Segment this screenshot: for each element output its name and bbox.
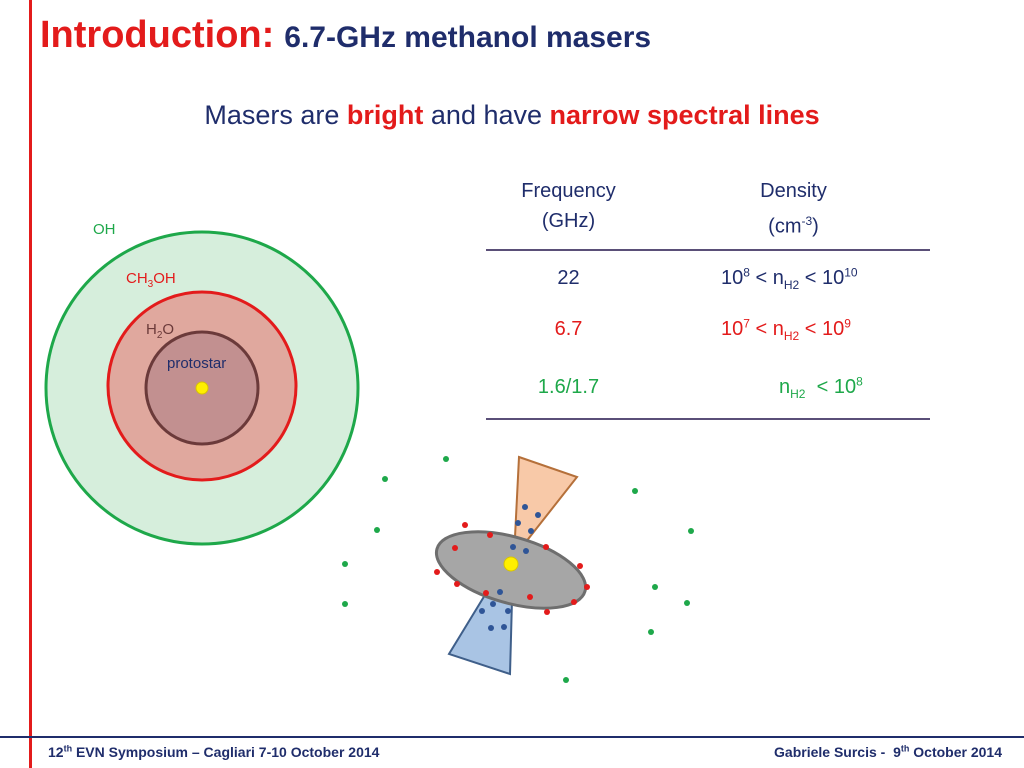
protostar-label: protostar (167, 355, 227, 372)
slide-title: Introduction: 6.7-GHz methanol masers (40, 14, 651, 57)
table-bottom-rule (486, 418, 930, 420)
h2o-spot (490, 601, 496, 607)
h2o-spot (510, 544, 516, 550)
h2o-spot (479, 608, 485, 614)
ch3oh-spot (527, 594, 533, 600)
h2o-spot (523, 548, 529, 554)
subtitle-bright: bright (346, 100, 424, 130)
h2o-spot (505, 608, 511, 614)
row-22-frequency: 22 (557, 267, 580, 289)
header-density: Density (cm-3) (711, 176, 876, 242)
ch3oh-spot (544, 609, 550, 615)
header-density-line1: Density (760, 180, 827, 202)
title-intro: Introduction: (40, 14, 275, 56)
oh-spot (688, 528, 694, 534)
ch3oh-spot (487, 532, 493, 538)
left-accent-bar (29, 0, 32, 768)
central-protostar (503, 556, 519, 572)
header-density-line2: (cm-3) (768, 214, 819, 238)
footer-event: 12th EVN Symposium – Cagliari 7-10 Octob… (48, 743, 380, 760)
oh-maser-spots (342, 456, 694, 683)
subtitle-mid: and have (423, 100, 550, 130)
h2o-maser-spots (479, 504, 541, 631)
ch3oh-spot (462, 522, 468, 528)
ch3oh-label: CH3OH (126, 270, 176, 290)
h2o-spot (497, 589, 503, 595)
subtitle-pre: Masers are (204, 100, 347, 130)
oh-label: OH (93, 221, 116, 238)
table-top-rule (486, 249, 930, 251)
subtitle-narrow: narrow spectral lines (549, 100, 820, 130)
oh-spot (443, 456, 449, 462)
header-frequency-line2: (GHz) (541, 210, 596, 232)
oh-spot (382, 476, 388, 482)
ch3oh-spot (571, 599, 577, 605)
h2o-spot (488, 625, 494, 631)
footer-rule (0, 736, 1024, 738)
oh-spot (632, 488, 638, 494)
row-6.7-frequency: 6.7 (554, 318, 583, 340)
protostar-dot (195, 381, 209, 395)
oh-spot (648, 629, 654, 635)
h2o-spot (522, 504, 528, 510)
title-topic: 6.7-GHz methanol masers (284, 21, 652, 54)
h2o-spot (535, 512, 541, 518)
ch3oh-spot (543, 544, 549, 550)
row-1.6-frequency: 1.6/1.7 (537, 376, 600, 398)
ch3oh-spot (434, 569, 440, 575)
h2o-label: H2O (146, 321, 175, 341)
row-1.6-density: nH2 < 108 (779, 374, 863, 401)
row-6.7-density: 107 < nH2 < 109 (721, 316, 851, 343)
header-frequency-line1: Frequency (521, 180, 616, 202)
oh-spot (652, 584, 658, 590)
ch3oh-spot (577, 563, 583, 569)
slide-subtitle: Masers are bright and have narrow spectr… (0, 100, 1024, 131)
ch3oh-spot (452, 545, 458, 551)
h2o-spot (501, 624, 507, 630)
ch3oh-spot (483, 590, 489, 596)
oh-spot (342, 561, 348, 567)
oh-spot (684, 600, 690, 606)
h2o-spot (515, 520, 521, 526)
ch3oh-spot (454, 581, 460, 587)
header-frequency: Frequency (GHz) (486, 176, 651, 236)
footer-author-date: Gabriele Surcis - 9th October 2014 (774, 743, 1002, 760)
row-22-density: 108 < nH2 < 1010 (721, 265, 858, 292)
oh-spot (563, 677, 569, 683)
ch3oh-maser-spots (434, 522, 590, 615)
oh-spot (342, 601, 348, 607)
oh-spot (374, 527, 380, 533)
ch3oh-spot (584, 584, 590, 590)
h2o-spot (528, 528, 534, 534)
